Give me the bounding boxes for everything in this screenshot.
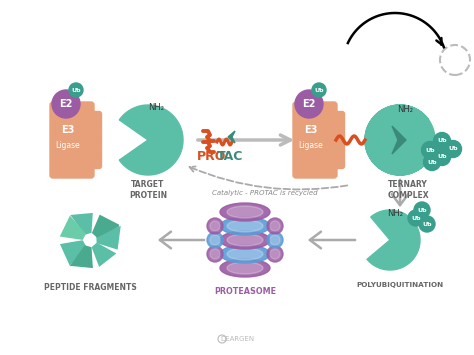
FancyBboxPatch shape bbox=[328, 147, 345, 169]
Ellipse shape bbox=[210, 221, 220, 231]
Text: Catalytic - PROTAC is recycled: Catalytic - PROTAC is recycled bbox=[212, 190, 318, 196]
Polygon shape bbox=[365, 105, 435, 175]
Ellipse shape bbox=[210, 249, 220, 259]
Polygon shape bbox=[97, 228, 119, 248]
Polygon shape bbox=[62, 241, 85, 264]
Text: E3: E3 bbox=[304, 125, 318, 135]
FancyBboxPatch shape bbox=[293, 102, 337, 178]
Text: Ub: Ub bbox=[71, 87, 81, 93]
Text: Ub: Ub bbox=[314, 87, 324, 93]
Text: NH₂: NH₂ bbox=[387, 209, 403, 218]
Polygon shape bbox=[93, 244, 114, 265]
Text: E3: E3 bbox=[61, 125, 75, 135]
Text: Ub: Ub bbox=[422, 222, 432, 226]
Polygon shape bbox=[228, 131, 235, 143]
Ellipse shape bbox=[220, 217, 270, 235]
Text: NH₂: NH₂ bbox=[148, 104, 164, 113]
Ellipse shape bbox=[207, 218, 223, 234]
Ellipse shape bbox=[227, 262, 263, 274]
Ellipse shape bbox=[210, 235, 220, 245]
Circle shape bbox=[434, 132, 450, 149]
Ellipse shape bbox=[270, 221, 280, 231]
FancyBboxPatch shape bbox=[84, 147, 101, 169]
Text: Ub: Ub bbox=[427, 159, 437, 164]
Circle shape bbox=[445, 141, 462, 158]
Ellipse shape bbox=[267, 218, 283, 234]
Text: Ub: Ub bbox=[411, 215, 421, 220]
Text: E2: E2 bbox=[59, 99, 73, 109]
Text: TARGET
PROTEIN: TARGET PROTEIN bbox=[129, 180, 167, 201]
Text: Ligase: Ligase bbox=[55, 142, 81, 151]
Ellipse shape bbox=[220, 259, 270, 277]
Text: Ub: Ub bbox=[437, 138, 447, 143]
Text: PEPTIDE FRAGMENTS: PEPTIDE FRAGMENTS bbox=[44, 284, 137, 293]
Ellipse shape bbox=[220, 203, 270, 221]
Circle shape bbox=[419, 216, 435, 232]
Text: NH₂: NH₂ bbox=[397, 105, 413, 115]
Polygon shape bbox=[72, 246, 92, 267]
Polygon shape bbox=[93, 216, 118, 236]
Text: Ligase: Ligase bbox=[299, 142, 323, 151]
Polygon shape bbox=[119, 105, 183, 175]
Polygon shape bbox=[367, 210, 420, 270]
Circle shape bbox=[312, 83, 326, 97]
Text: PROTEASOME: PROTEASOME bbox=[214, 288, 276, 296]
FancyBboxPatch shape bbox=[328, 111, 345, 132]
Text: E2: E2 bbox=[302, 99, 316, 109]
Text: Ub: Ub bbox=[425, 147, 435, 153]
Ellipse shape bbox=[227, 220, 263, 232]
Text: DEARGEN: DEARGEN bbox=[220, 336, 254, 342]
Text: TAC: TAC bbox=[217, 149, 243, 163]
FancyBboxPatch shape bbox=[328, 130, 345, 151]
Ellipse shape bbox=[207, 246, 223, 262]
Polygon shape bbox=[392, 126, 406, 154]
Circle shape bbox=[408, 210, 424, 226]
Polygon shape bbox=[72, 214, 91, 234]
Circle shape bbox=[414, 202, 430, 218]
FancyBboxPatch shape bbox=[50, 102, 94, 178]
Text: Ub: Ub bbox=[448, 147, 458, 152]
Ellipse shape bbox=[227, 248, 263, 260]
Text: POLYUBIQUITINATION: POLYUBIQUITINATION bbox=[356, 282, 444, 288]
Ellipse shape bbox=[270, 235, 280, 245]
Circle shape bbox=[421, 142, 438, 158]
Circle shape bbox=[434, 148, 450, 165]
Text: PRO: PRO bbox=[197, 149, 227, 163]
Ellipse shape bbox=[220, 231, 270, 249]
Ellipse shape bbox=[270, 249, 280, 259]
Ellipse shape bbox=[207, 232, 223, 248]
Circle shape bbox=[295, 90, 323, 118]
Ellipse shape bbox=[267, 246, 283, 262]
Ellipse shape bbox=[220, 245, 270, 263]
Circle shape bbox=[52, 90, 80, 118]
Text: Ub: Ub bbox=[417, 208, 427, 213]
Ellipse shape bbox=[227, 234, 263, 246]
Ellipse shape bbox=[227, 206, 263, 218]
Text: Ub: Ub bbox=[437, 154, 447, 159]
Polygon shape bbox=[61, 218, 85, 239]
Ellipse shape bbox=[267, 232, 283, 248]
Text: TERNARY
COMPLEX: TERNARY COMPLEX bbox=[387, 180, 429, 201]
FancyBboxPatch shape bbox=[84, 130, 101, 151]
Circle shape bbox=[423, 153, 440, 170]
FancyBboxPatch shape bbox=[84, 111, 101, 132]
Circle shape bbox=[69, 83, 83, 97]
